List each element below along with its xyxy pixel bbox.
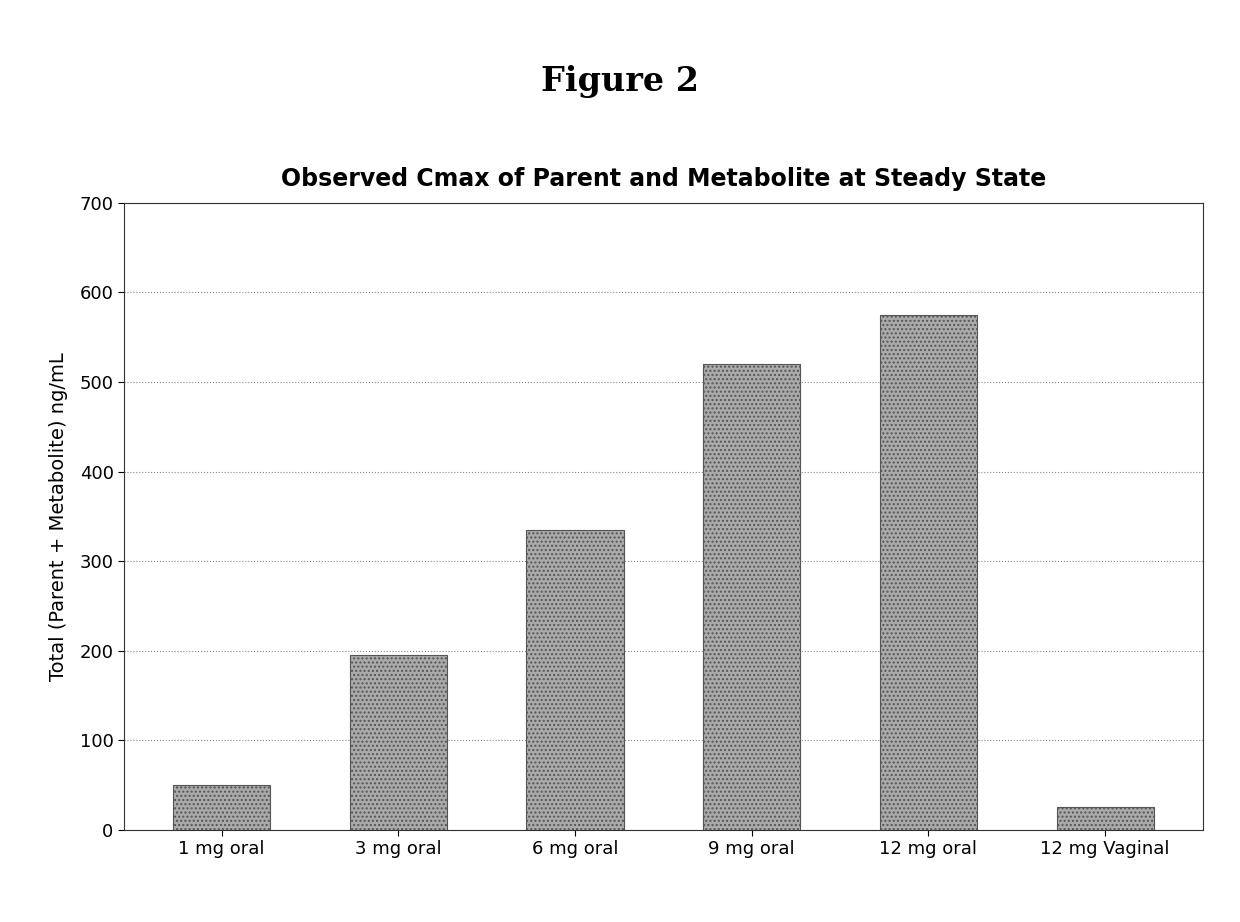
Title: Observed Cmax of Parent and Metabolite at Steady State: Observed Cmax of Parent and Metabolite a… (280, 167, 1047, 191)
Bar (527, 530, 624, 830)
Bar (350, 656, 446, 830)
Y-axis label: Total (Parent + Metabolite) ng/mL: Total (Parent + Metabolite) ng/mL (50, 352, 68, 680)
Bar (880, 314, 977, 830)
Bar (174, 785, 270, 830)
Bar (703, 364, 800, 830)
Bar (1056, 808, 1153, 830)
Text: Figure 2: Figure 2 (541, 65, 699, 98)
